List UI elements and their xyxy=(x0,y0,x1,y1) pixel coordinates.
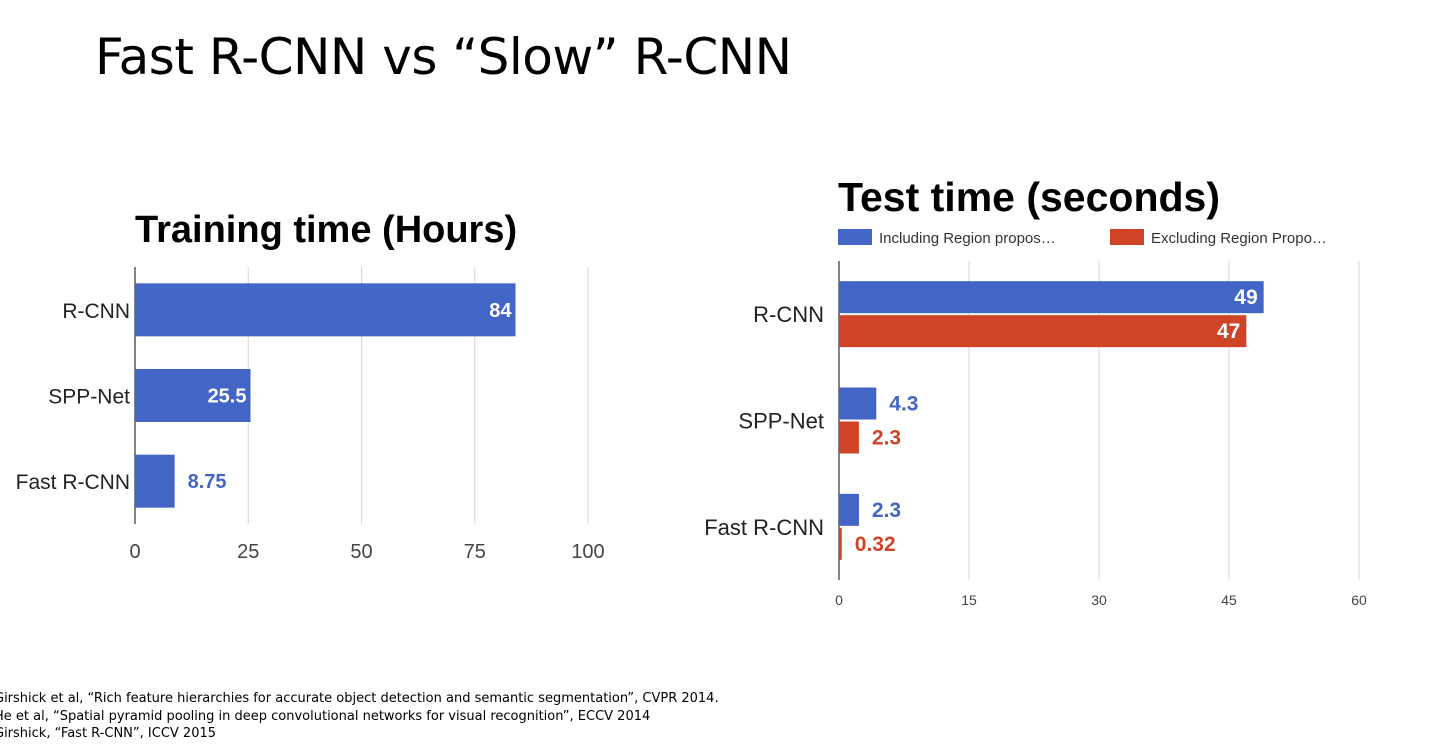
data-label-fast-r-cnn-including: 2.3 xyxy=(872,499,901,522)
bar-fast-r-cnn-including xyxy=(839,493,859,526)
x-tick-label: 0 xyxy=(129,541,140,563)
category-label-spp-net: SPP-Net xyxy=(738,409,824,434)
legend-swatch-1 xyxy=(838,229,872,245)
data-label-r-cnn: 84 xyxy=(489,300,512,322)
data-label-spp-net: 25.5 xyxy=(208,386,247,408)
test-time-chart: Test time (seconds) Including Region prop… xyxy=(704,174,1367,608)
category-label-r-cnn: R-CNN xyxy=(753,302,824,327)
references: Girshick et al, “Rich feature hierarchie… xyxy=(0,690,719,743)
data-label-spp-net-including: 4.3 xyxy=(889,393,918,416)
x-tick-label: 75 xyxy=(464,541,486,563)
x-tick-label: 0 xyxy=(835,592,843,608)
bar-r-cnn-excluding xyxy=(839,315,1247,348)
bar-spp-net-excluding xyxy=(839,421,859,454)
x-tick-label: 100 xyxy=(571,541,604,563)
chart-title: Training time (Hours) xyxy=(135,209,517,251)
data-label-fast-r-cnn: 8.75 xyxy=(188,471,227,493)
x-tick-label: 60 xyxy=(1351,592,1367,608)
category-label-spp-net: SPP-Net xyxy=(48,386,130,409)
bar-r-cnn-including xyxy=(839,281,1264,314)
category-label-fast-r-cnn: Fast R-CNN xyxy=(16,471,130,494)
x-tick-label: 45 xyxy=(1221,592,1237,608)
category-label-fast-r-cnn: Fast R-CNN xyxy=(704,515,824,540)
bar-fast-r-cnn-excluding xyxy=(839,527,842,560)
training-time-chart: Training time (Hours) 0 25 50 75 100 R-CNN 84 SP… xyxy=(16,209,605,563)
x-tick-label: 50 xyxy=(350,541,372,563)
data-label-r-cnn-including: 49 xyxy=(1234,286,1257,309)
reference-item: Girshick, “Fast R-CNN”, ICCV 2015 xyxy=(0,726,217,741)
category-label-r-cnn: R-CNN xyxy=(62,300,130,323)
legend-swatch-2 xyxy=(1110,229,1144,245)
x-tick-label: 25 xyxy=(237,541,259,563)
legend-label-2: Excluding Region Propo… xyxy=(1151,230,1327,247)
bar-fast-r-cnn xyxy=(135,454,175,508)
data-label-r-cnn-excluding: 47 xyxy=(1217,320,1240,343)
chart-title: Test time (seconds) xyxy=(838,174,1220,220)
bar-spp-net-including xyxy=(839,387,877,420)
data-label-spp-net-excluding: 2.3 xyxy=(872,427,901,450)
bar-r-cnn xyxy=(135,283,516,337)
reference-item: He et al, “Spatial pyramid pooling in de… xyxy=(0,708,651,724)
bar-spp-net xyxy=(135,369,251,422)
x-tick-label: 15 xyxy=(961,592,977,608)
data-label-fast-r-cnn-excluding: 0.32 xyxy=(855,533,896,556)
reference-item: Girshick et al, “Rich feature hierarchie… xyxy=(0,691,719,706)
slide-title: Fast R-CNN vs “Slow” R-CNN xyxy=(95,28,792,86)
x-tick-label: 30 xyxy=(1091,592,1107,608)
legend-label-1: Including Region propos… xyxy=(879,230,1056,247)
